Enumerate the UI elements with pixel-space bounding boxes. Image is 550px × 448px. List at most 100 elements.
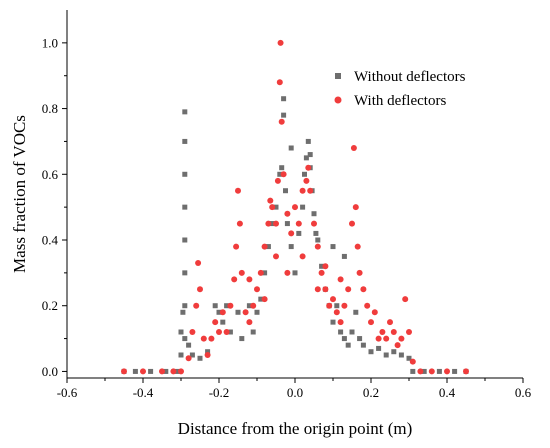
- data-point-square: [262, 270, 268, 276]
- y-tick-label: 0.0: [42, 364, 58, 379]
- data-point-circle: [288, 230, 295, 237]
- data-point-circle: [273, 220, 279, 227]
- data-point-circle: [299, 187, 306, 194]
- data-point-square: [182, 336, 188, 342]
- data-point-square: [174, 368, 180, 374]
- data-point-circle: [409, 358, 416, 365]
- data-point-square: [277, 171, 283, 177]
- data-point-circle: [330, 296, 336, 303]
- data-point-circle: [236, 220, 243, 227]
- data-point-square: [307, 152, 313, 158]
- data-point-square: [281, 112, 287, 118]
- y-tick-label: 0.4: [42, 233, 59, 248]
- x-tick-label: -0.4: [133, 385, 154, 400]
- data-point-square: [398, 352, 404, 358]
- x-tick-label: -0.2: [209, 385, 230, 400]
- data-point-circle: [276, 79, 283, 86]
- data-point-circle: [200, 335, 207, 342]
- legend: Without deflectors With deflectors: [334, 69, 466, 109]
- data-point-square: [391, 349, 397, 355]
- data-point-circle: [231, 276, 238, 283]
- data-point-circle: [227, 302, 234, 309]
- data-point-circle: [185, 355, 192, 362]
- data-point-circle: [121, 368, 127, 375]
- data-point-square: [250, 329, 256, 335]
- data-point-square: [273, 204, 279, 210]
- data-point-circle: [159, 368, 165, 375]
- data-point-circle: [322, 286, 329, 293]
- data-point-circle: [379, 329, 386, 335]
- data-point-circle: [246, 319, 253, 326]
- data-point-square: [189, 352, 195, 358]
- data-point-square: [163, 368, 169, 374]
- data-point-circle: [212, 319, 219, 326]
- data-point-square: [383, 352, 389, 358]
- data-point-square: [205, 349, 211, 355]
- data-point-circle: [261, 296, 268, 303]
- data-point-square: [288, 145, 294, 151]
- data-point-circle: [322, 263, 329, 270]
- data-point-circle: [387, 319, 393, 326]
- series-1: [121, 39, 469, 375]
- data-point-circle: [349, 220, 355, 227]
- plot-marks: [121, 39, 469, 375]
- data-point-circle: [394, 342, 401, 349]
- data-point-square: [182, 237, 188, 243]
- axes: -0.6 -0.4 -0.2 0.0 0.2 0.4 0.6 0.0 0.2 0.4 0.6 0.8 1…: [42, 10, 532, 400]
- data-point-circle: [280, 171, 287, 178]
- data-point-circle: [333, 309, 340, 316]
- data-point-square: [180, 309, 186, 315]
- data-point-square: [178, 352, 184, 358]
- data-point-square: [300, 204, 306, 210]
- data-point-circle: [278, 118, 285, 125]
- data-point-square: [227, 329, 233, 335]
- data-point-circle: [242, 309, 249, 316]
- data-point-square: [182, 303, 188, 309]
- x-tick-label: -0.6: [57, 385, 78, 400]
- data-point-circle: [140, 368, 146, 375]
- data-point-circle: [170, 368, 177, 375]
- data-point-square: [288, 244, 294, 250]
- data-point-circle: [345, 286, 352, 293]
- data-point-circle: [197, 286, 203, 293]
- data-point-square: [178, 329, 184, 335]
- data-point-circle: [417, 368, 424, 375]
- data-point-square: [338, 329, 344, 335]
- data-point-square: [311, 211, 317, 217]
- data-point-circle: [295, 220, 302, 227]
- data-point-circle: [257, 269, 264, 276]
- data-point-square: [269, 221, 275, 227]
- data-point-square: [349, 329, 355, 335]
- data-point-circle: [274, 177, 281, 184]
- data-point-square: [235, 309, 241, 315]
- data-point-square: [313, 230, 319, 236]
- data-point-circle: [314, 243, 321, 250]
- data-point-circle: [250, 302, 257, 309]
- data-point-square: [376, 345, 382, 351]
- data-point-circle: [189, 329, 196, 335]
- data-point-circle: [195, 260, 202, 266]
- data-point-square: [258, 296, 264, 302]
- data-point-circle: [354, 243, 361, 250]
- data-point-square: [224, 303, 230, 309]
- data-point-square: [319, 263, 325, 269]
- data-point-circle: [269, 204, 276, 211]
- data-point-square: [283, 188, 288, 194]
- data-point-square: [341, 336, 347, 342]
- data-point-square: [186, 342, 192, 348]
- data-point-circle: [235, 187, 241, 194]
- data-point-square: [197, 355, 203, 361]
- data-point-square: [296, 230, 302, 236]
- x-tick-label: 0.0: [287, 385, 303, 400]
- data-point-square: [303, 155, 309, 161]
- legend-marker-circle: [334, 96, 342, 104]
- data-point-square: [284, 221, 290, 227]
- data-point-circle: [352, 204, 359, 211]
- data-point-square: [436, 368, 442, 374]
- data-point-circle: [326, 302, 333, 309]
- x-tick-label: 0.6: [515, 385, 532, 400]
- data-point-square: [341, 253, 347, 259]
- data-point-circle: [303, 177, 310, 184]
- x-axis-label: Distance from the origin point (m): [178, 419, 413, 438]
